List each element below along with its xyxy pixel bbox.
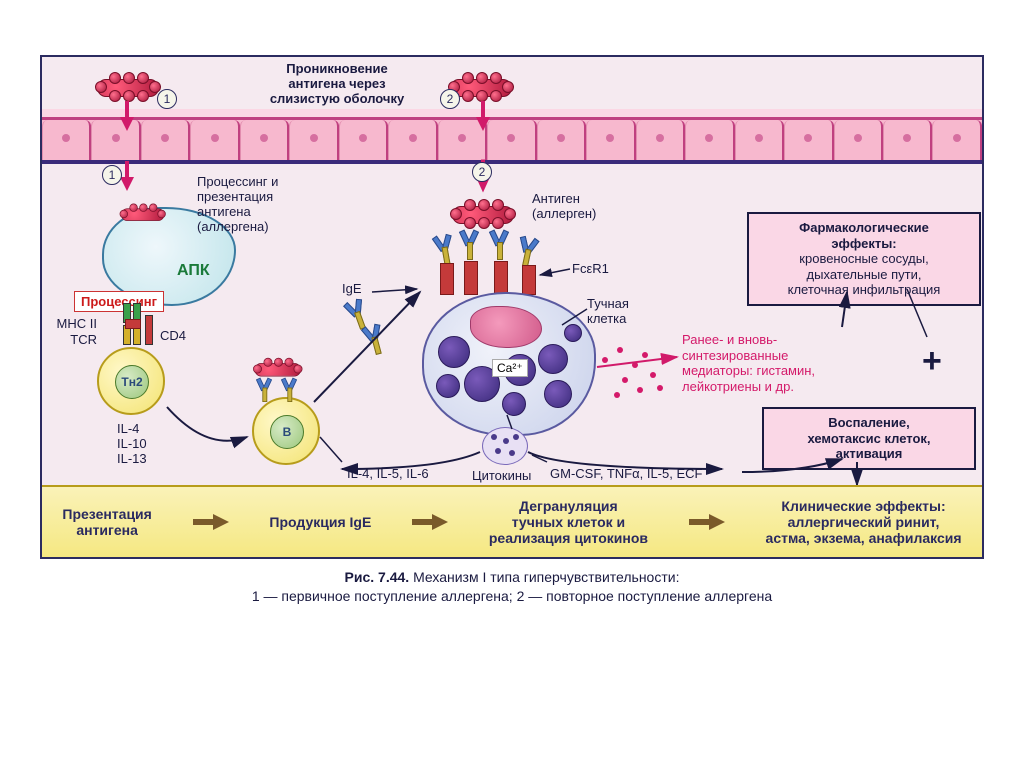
antigen-1-top	[97, 75, 157, 99]
b-cell: B	[252, 397, 320, 465]
arrow-1-down	[122, 161, 132, 191]
plus-icon: +	[922, 342, 942, 381]
il-left: IL-4 IL-10 IL-13	[117, 422, 147, 467]
fcer1-2	[464, 261, 478, 295]
ige-label: IgE	[342, 282, 362, 297]
b-cell-label: B	[270, 415, 304, 449]
mhc-label: MHC II	[47, 317, 97, 332]
badge-1a: 1	[157, 89, 177, 109]
free-ige-2	[364, 326, 384, 355]
strip-2: Продукция IgE	[269, 514, 371, 530]
inflammation-box: Воспаление, хемотаксис клеток, активация	[762, 407, 976, 470]
strip-arrow-2	[412, 515, 448, 529]
strip-arrow-1	[193, 515, 229, 529]
gm-csf-label: GM-CSF, TNFα, IL-5, ECF	[550, 467, 702, 482]
mast-label: Тучная клетка	[587, 297, 629, 327]
processing-text: Процессинг и презентация антигена (аллер…	[197, 175, 278, 235]
figure-caption: Рис. 7.44. Механизм I типа гиперчувствит…	[0, 568, 1024, 606]
antigen-on-bcell	[255, 360, 300, 378]
antigen-on-mast	[452, 202, 512, 226]
fcer1-3	[494, 261, 508, 295]
strip-1: Презентация антигена	[62, 506, 151, 538]
title-penetration: Проникновение антигена через слизистую о…	[242, 62, 432, 107]
mast-ige-4	[517, 238, 536, 266]
mast-ige-2	[462, 232, 476, 258]
mast-ige-1	[435, 236, 453, 264]
strip-4: Клинические эффекты: аллергический ринит…	[766, 498, 962, 546]
mediator-text: Ранее- и вновь- синтезированные медиатор…	[682, 332, 815, 394]
cytokines-label: Цитокины	[472, 469, 531, 484]
badge-2b: 2	[472, 162, 492, 182]
badge-2a: 2	[440, 89, 460, 109]
tcr-label: TCR	[47, 333, 97, 348]
strip-arrow-3	[689, 515, 725, 529]
ige-on-b-1	[258, 380, 269, 401]
summary-strip: Презентация антигена Продукция IgE Дегра…	[42, 485, 982, 557]
arrow-1-entry	[122, 101, 132, 131]
mhc-tcr-complex	[117, 303, 157, 347]
ca-label: Ca²⁺	[492, 359, 528, 377]
antigen-in-apc	[121, 206, 163, 223]
antigen-label: Антиген (аллерген)	[532, 192, 596, 222]
apc-label: АПК	[177, 262, 210, 280]
th2-cell: Тн2	[97, 347, 165, 415]
il-right: IL-4, IL-5, IL-6	[347, 467, 429, 482]
badge-1b: 1	[102, 165, 122, 185]
cytokine-vesicle	[482, 427, 528, 465]
mast-nucleus	[470, 306, 542, 348]
epithelium	[42, 117, 982, 164]
mast-ige-3	[492, 232, 506, 258]
diagram-canvas: Проникновение антигена через слизистую о…	[0, 0, 1024, 767]
th2-inner-label: Тн2	[115, 365, 149, 399]
strip-3: Дегрануляция тучных клеток и реализация …	[489, 498, 648, 546]
ige-on-b-2	[283, 380, 294, 401]
fcer1-4	[522, 265, 536, 295]
arrow-2-entry	[478, 101, 488, 131]
pharm-effects-box: Фармакологические эффекты: кровеносные с…	[747, 212, 981, 306]
fcer1-label: FcεR1	[572, 262, 609, 277]
fcer1-1	[440, 263, 454, 295]
cd4-label: CD4	[160, 329, 186, 344]
diagram-frame: Проникновение антигена через слизистую о…	[40, 55, 984, 559]
